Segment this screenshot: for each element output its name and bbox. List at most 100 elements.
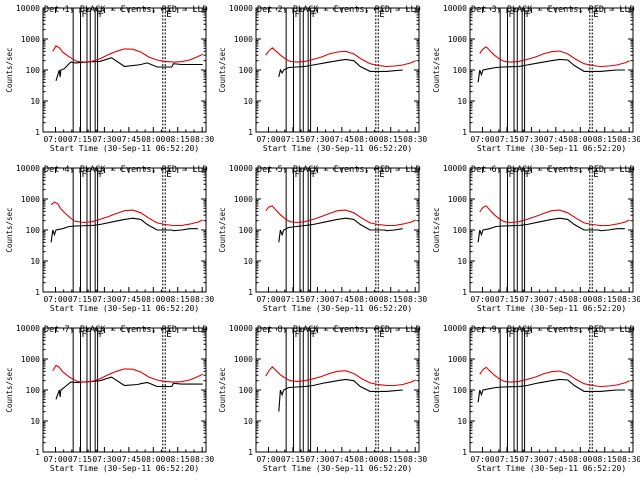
y-tick-label: 1 [35, 128, 40, 137]
flag-label: F [526, 330, 531, 340]
y-axis-label: Counts/sec [218, 207, 227, 252]
flag-label: F [96, 170, 101, 180]
y-tick-label: 100 [239, 226, 254, 235]
flag-label: F [508, 330, 513, 340]
x-tick-label: 07:15 [495, 295, 519, 304]
x-tick-label: 08:15 [379, 295, 403, 304]
flag-label: F [312, 10, 317, 20]
x-tick-label: 07:00 [470, 135, 494, 144]
x-tick-label: 07:45 [330, 455, 354, 464]
x-tick-label: 07:45 [117, 295, 141, 304]
flag-label: F [294, 170, 299, 180]
x-tick-label: 07:30 [519, 295, 543, 304]
y-tick-label: 1000 [21, 355, 40, 364]
x-tick-label: 08:15 [166, 455, 190, 464]
x-tick-label: 08:30 [190, 135, 214, 144]
x-tick-label: 08:30 [403, 455, 427, 464]
x-tick-label: 08:00 [568, 135, 592, 144]
y-tick-label: 100 [453, 66, 468, 75]
x-tick-label: 07:15 [281, 295, 305, 304]
x-tick-label: 07:00 [43, 135, 67, 144]
detector-panel-3: Det 3, BLACK = Events, RED = LLD 1 10 100 10… [432, 4, 640, 153]
x-tick-label: 08:30 [190, 295, 214, 304]
y-tick-label: 100 [26, 386, 41, 395]
y-tick-label: 1000 [448, 355, 467, 364]
y-axis-label: Counts/sec [5, 367, 14, 412]
x-tick-label: 07:30 [305, 295, 329, 304]
x-tick-label: 07:30 [92, 295, 116, 304]
y-tick-label: 10 [243, 97, 253, 106]
y-tick-label: 1 [35, 288, 40, 297]
x-tick-label: 08:00 [354, 295, 378, 304]
series-line-events [50, 217, 198, 243]
series-line-lld [265, 365, 416, 387]
y-tick-label: 1 [248, 128, 253, 137]
x-tick-label: 07:15 [68, 135, 92, 144]
y-axis-label: Counts/sec [432, 207, 441, 252]
series-line-lld [479, 205, 630, 227]
x-tick-label: 07:00 [470, 295, 494, 304]
y-tick-label: 10 [30, 97, 40, 106]
x-tick-label: 08:00 [568, 295, 592, 304]
flag-label: F [526, 10, 531, 20]
x-tick-label: 07:45 [544, 455, 568, 464]
detector-panel-6: Det 6, BLACK = Events, RED = LLD 1 10 100 10… [432, 164, 640, 313]
x-tick-label: 07:45 [544, 135, 568, 144]
y-axis-label: Counts/sec [432, 47, 441, 92]
y-tick-label: 10000 [443, 324, 467, 333]
flag-label: F [309, 10, 314, 20]
y-tick-label: 10 [243, 257, 253, 266]
x-tick-label: 07:30 [519, 455, 543, 464]
x-tick-label: 07:30 [305, 455, 329, 464]
y-tick-label: 1 [248, 288, 253, 297]
x-tick-label: 07:15 [495, 135, 519, 144]
panel-title: Det 3, BLACK = Events, RED = LLD [471, 5, 635, 15]
detector-panel-8: Det 8, BLACK = Events, RED = LLD 1 10 100 10… [218, 324, 427, 473]
x-tick-label: 08:00 [141, 295, 165, 304]
x-tick-label: 07:00 [43, 295, 67, 304]
x-tick-label: 08:15 [379, 455, 403, 464]
x-tick-label: 07:45 [117, 455, 141, 464]
x-tick-label: 08:30 [617, 455, 640, 464]
x-tick-label: 07:45 [330, 295, 354, 304]
y-axis-label: Counts/sec [218, 367, 227, 412]
detector-panel-4: Det 4, BLACK = Events, RED = LLD 1 10 100 10… [5, 164, 214, 313]
flag-label: E [379, 170, 384, 180]
y-tick-label: 10000 [229, 324, 253, 333]
y-tick-label: 1000 [234, 355, 253, 364]
flag-label: F [508, 170, 513, 180]
plot-frame [42, 327, 207, 453]
y-tick-label: 1 [462, 448, 467, 457]
y-tick-label: 1000 [234, 35, 253, 44]
y-tick-label: 1000 [448, 35, 467, 44]
series-line-events [278, 378, 403, 412]
x-tick-label: 07:45 [330, 135, 354, 144]
y-tick-label: 10000 [229, 164, 253, 173]
flag-label: E [379, 330, 384, 340]
x-tick-label: 08:00 [568, 455, 592, 464]
flag-label: F [523, 10, 528, 20]
panel-title: Det 2, BLACK = Events, RED = LLD [257, 5, 421, 15]
flag-label: F [96, 10, 101, 20]
series-line-events [278, 217, 403, 243]
flag-label: E [166, 10, 171, 20]
flag-label: F [294, 330, 299, 340]
y-tick-label: 10 [30, 257, 40, 266]
flag-label: F [81, 170, 86, 180]
series-line-lld [265, 205, 416, 227]
panel-title: Det 9, BLACK = Events, RED = LLD [471, 325, 635, 335]
flag-label: F [312, 330, 317, 340]
flag-label: E [593, 330, 598, 340]
y-tick-label: 100 [239, 66, 254, 75]
x-tick-label: 07:45 [544, 295, 568, 304]
x-tick-label: 07:15 [281, 455, 305, 464]
x-axis-label: Start Time (30-Sep-11 06:52:20) [263, 464, 412, 473]
series-line-events [477, 58, 625, 83]
y-tick-label: 10 [243, 417, 253, 426]
panel-title: Det 7, BLACK = Events, RED = LLD [44, 325, 208, 335]
x-tick-label: 08:30 [617, 295, 640, 304]
flag-label: E [166, 330, 171, 340]
flag-label: F [99, 170, 104, 180]
flag-label: F [309, 170, 314, 180]
y-tick-label: 100 [239, 386, 254, 395]
